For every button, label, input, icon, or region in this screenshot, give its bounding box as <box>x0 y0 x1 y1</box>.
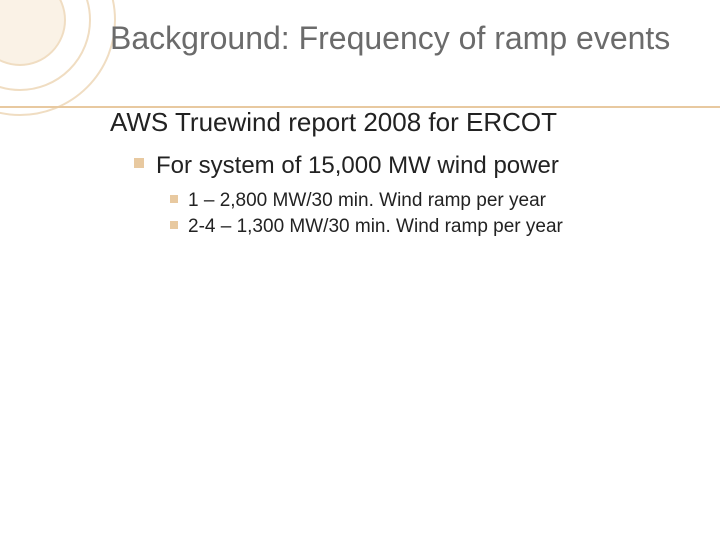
bullet-level3: 1 – 2,800 MW/30 min. Wind ramp per year <box>170 190 680 212</box>
bullet-level2: For system of 15,000 MW wind power <box>134 152 680 180</box>
bullet-level3-text: 2-4 – 1,300 MW/30 min. Wind ramp per yea… <box>188 216 563 237</box>
title-underline <box>0 106 720 108</box>
slide-container: Background: Frequency of ramp events AWS… <box>0 0 720 540</box>
square-bullet-icon <box>134 158 144 168</box>
bullet-level1: AWS Truewind report 2008 for ERCOT <box>110 107 680 138</box>
slide-title: Background: Frequency of ramp events <box>110 20 680 57</box>
square-bullet-icon <box>170 221 178 229</box>
slide-content: AWS Truewind report 2008 for ERCOT For s… <box>110 107 680 238</box>
bullet-level3-text: 1 – 2,800 MW/30 min. Wind ramp per year <box>188 190 546 211</box>
square-bullet-icon <box>170 195 178 203</box>
bullet-level2-text: For system of 15,000 MW wind power <box>156 152 559 179</box>
bullet-level3: 2-4 – 1,300 MW/30 min. Wind ramp per yea… <box>170 216 680 238</box>
